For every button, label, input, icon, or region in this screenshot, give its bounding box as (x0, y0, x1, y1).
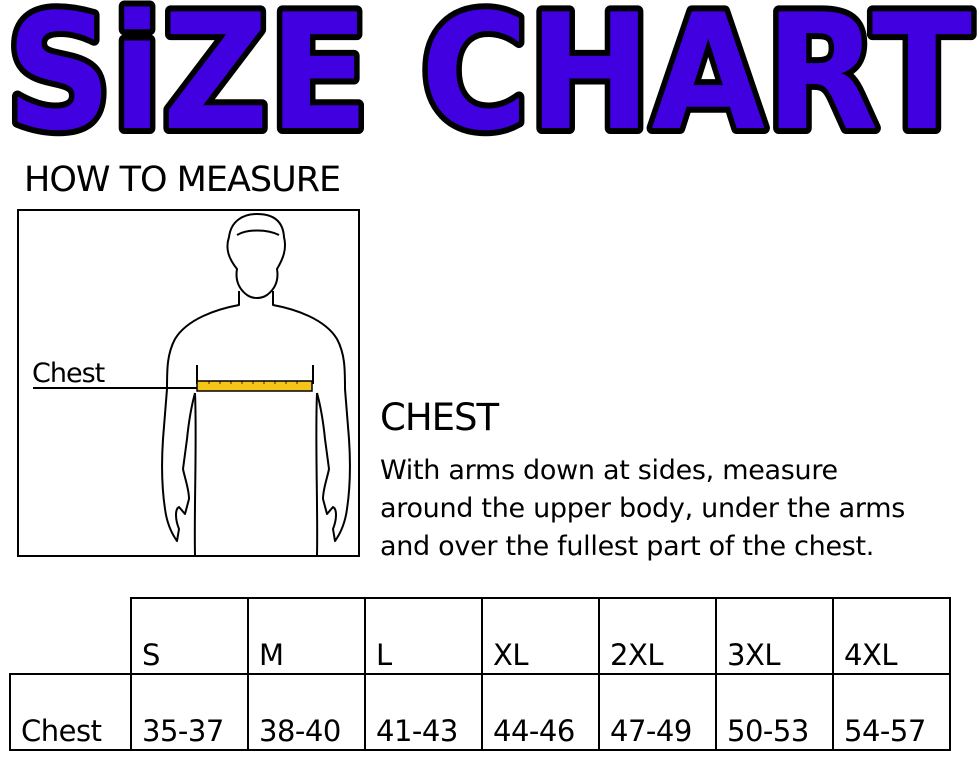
size-header-cell: M (247, 597, 366, 675)
body-outline-illustration: Chest (32, 213, 352, 556)
table-row: Chest 35-37 38-40 41-43 44-46 47-49 50-5… (9, 673, 951, 751)
description-line: and over the fullest part of the chest. (380, 531, 875, 562)
torso-outline (160, 291, 240, 542)
size-header-row: S M L XL 2XL 3XL 4XL (10, 597, 951, 675)
value-cell: 41-43 (364, 673, 483, 751)
chest-figure-label: Chest (32, 358, 105, 389)
value-cell: 50-53 (715, 673, 834, 751)
head-outline (226, 213, 287, 299)
title-banner: SiZE CHART (0, 0, 978, 150)
empty-corner-cell (10, 598, 132, 674)
value-cell: 47-49 (598, 673, 717, 751)
chest-heading: CHEST (380, 396, 499, 439)
row-label-cell: Chest (9, 673, 132, 751)
size-header-cell: 2XL (598, 597, 717, 675)
page-title: SiZE CHART (6, 0, 972, 150)
size-header-cell: XL (481, 597, 600, 675)
size-header-cell: 3XL (715, 597, 834, 675)
value-cell: 44-46 (481, 673, 600, 751)
value-cell: 35-37 (130, 673, 249, 751)
chest-description: With arms down at sides, measure around … (380, 452, 978, 566)
how-to-measure-heading: HOW TO MEASURE (24, 160, 341, 200)
value-cell: 38-40 (247, 673, 366, 751)
value-cell: 54-57 (832, 673, 951, 751)
size-header-cell: S (130, 597, 249, 675)
size-header-cell: 4XL (832, 597, 951, 675)
measuring-tape (196, 380, 313, 392)
description-line: With arms down at sides, measure (380, 455, 838, 486)
measurement-figure: Chest (17, 209, 360, 557)
description-line: around the upper body, under the arms (380, 493, 906, 524)
size-table: S M L XL 2XL 3XL 4XL Chest 35-37 38-40 4… (9, 597, 951, 751)
size-header-cell: L (364, 597, 483, 675)
